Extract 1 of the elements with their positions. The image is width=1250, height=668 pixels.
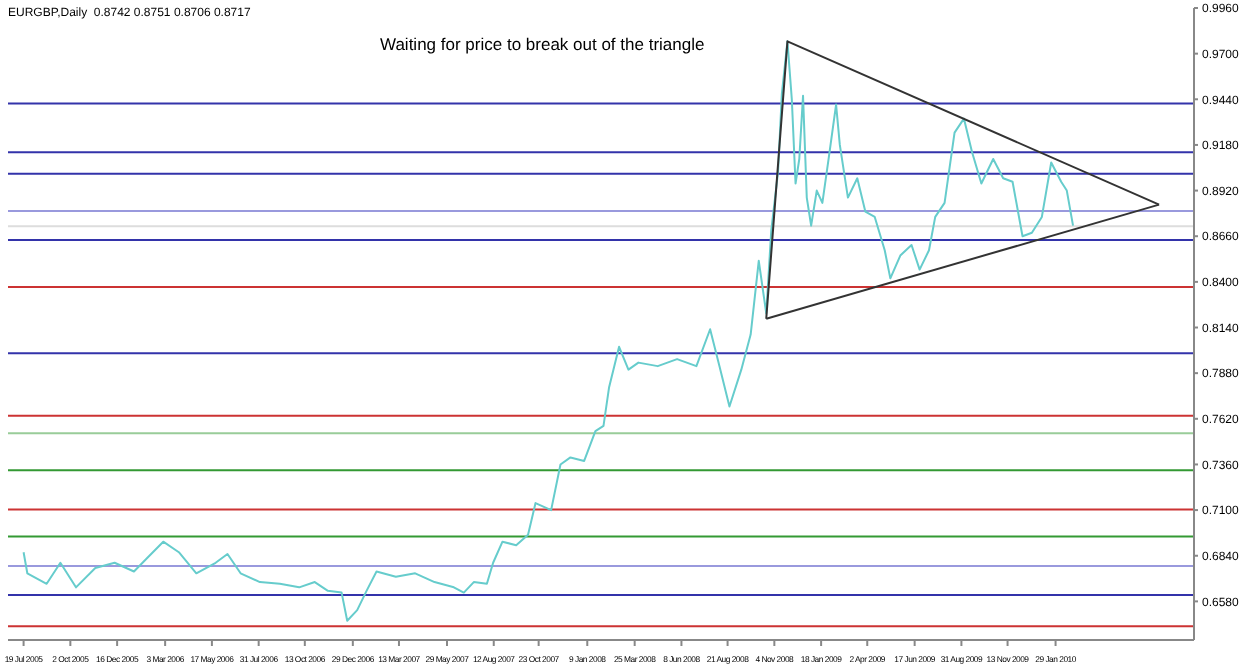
- annotation: Waiting for price to break out of the triangle: [380, 34, 705, 54]
